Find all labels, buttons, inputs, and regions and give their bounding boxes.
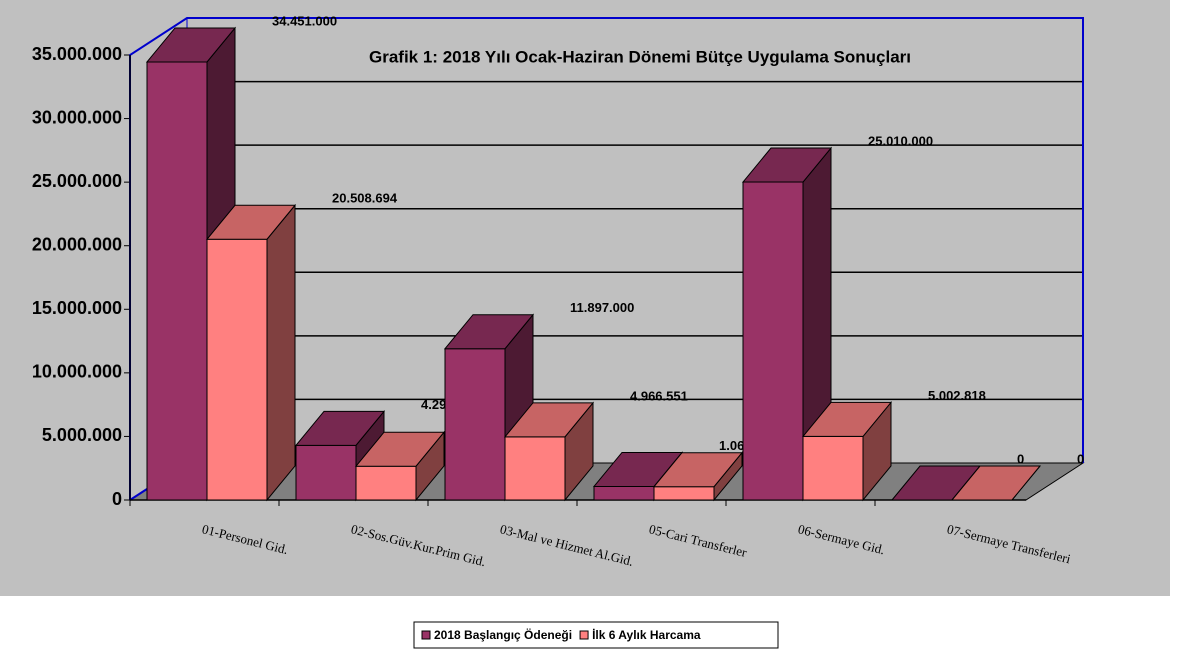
bar-top [354, 431, 446, 467]
bar-front [206, 238, 268, 501]
legend-label: 2018 Başlangıç Ödeneği [434, 627, 572, 642]
bar-top [801, 401, 893, 437]
bar-front [355, 465, 417, 501]
y-tick-label: 0 [112, 489, 122, 509]
legend-label: İlk 6 Aylık Harcama [592, 627, 701, 642]
value-label: 11.897.000 [570, 300, 634, 315]
chart-title: Grafik 1: 2018 Yılı Ocak-Haziran Dönemi … [369, 47, 911, 66]
bar-front [504, 436, 566, 501]
value-label: 0 [1017, 451, 1024, 466]
y-tick-label: 30.000.000 [32, 107, 122, 127]
y-tick-label: 10.000.000 [32, 362, 122, 382]
legend-swatch [421, 630, 431, 640]
y-tick-label: 25.000.000 [32, 171, 122, 191]
bar-front [593, 485, 655, 501]
bar-top [145, 27, 237, 63]
value-label: 34.451.000 [272, 13, 337, 28]
y-tick-label: 5.000.000 [42, 425, 122, 445]
bar-front [653, 486, 715, 501]
bar-front [444, 348, 506, 501]
bar-top [950, 465, 1042, 501]
bar-front [802, 435, 864, 501]
legend: 2018 Başlangıç Ödeneği İlk 6 Aylık Harcam… [413, 621, 779, 649]
bar-top [443, 314, 535, 350]
y-tick-label: 15.000.000 [32, 298, 122, 318]
bar-top [205, 204, 297, 240]
legend-box [413, 621, 779, 649]
legend-swatch [579, 630, 589, 640]
bar-top [294, 410, 386, 446]
value-label: 20.508.694 [332, 191, 398, 206]
bar-top [652, 452, 744, 488]
bar-front [146, 61, 208, 501]
bar-top [741, 147, 833, 183]
y-tick-label: 35.000.000 [32, 44, 122, 64]
bar-front [742, 181, 804, 501]
y-tick-label: 20.000.000 [32, 234, 122, 254]
bar-side [266, 203, 296, 502]
value-label: 4.966.551 [630, 388, 688, 403]
value-label: 5.002.818 [928, 388, 986, 403]
value-label: 25.010.000 [868, 133, 933, 148]
bar-top [503, 402, 595, 438]
value-label: 0 [1077, 451, 1084, 466]
bar-front [295, 444, 357, 501]
